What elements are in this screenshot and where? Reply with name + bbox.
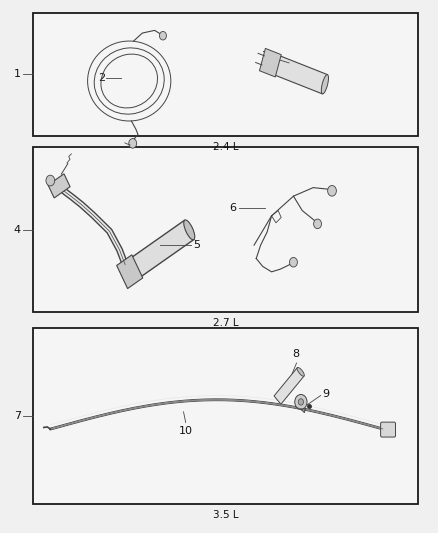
- Ellipse shape: [297, 367, 304, 376]
- Ellipse shape: [184, 220, 195, 240]
- Circle shape: [290, 257, 297, 267]
- Text: 8: 8: [292, 349, 299, 359]
- Text: 7: 7: [14, 411, 21, 421]
- Circle shape: [298, 399, 304, 405]
- Text: 2: 2: [98, 74, 105, 83]
- Bar: [33, 147, 418, 312]
- Text: 10: 10: [179, 426, 193, 436]
- Bar: [33, 13, 418, 136]
- Bar: [33, 328, 418, 504]
- Text: 9: 9: [322, 389, 329, 399]
- Circle shape: [46, 175, 55, 186]
- Polygon shape: [117, 255, 143, 288]
- Ellipse shape: [321, 75, 328, 94]
- Circle shape: [295, 394, 307, 409]
- Circle shape: [314, 219, 321, 229]
- Circle shape: [129, 139, 137, 148]
- Polygon shape: [268, 53, 328, 94]
- Text: 5: 5: [193, 240, 200, 250]
- Circle shape: [328, 185, 336, 196]
- Polygon shape: [259, 49, 281, 77]
- Circle shape: [159, 31, 166, 40]
- Polygon shape: [48, 174, 70, 198]
- FancyBboxPatch shape: [381, 422, 396, 437]
- Polygon shape: [126, 220, 194, 281]
- Text: 1: 1: [14, 69, 21, 78]
- Text: 3.5 L: 3.5 L: [213, 510, 238, 520]
- Text: 2.7 L: 2.7 L: [213, 318, 238, 328]
- Text: 3: 3: [261, 51, 268, 61]
- Polygon shape: [274, 368, 304, 404]
- Text: 6: 6: [230, 203, 237, 213]
- Text: 2.4 L: 2.4 L: [213, 142, 238, 152]
- Text: 4: 4: [14, 225, 21, 235]
